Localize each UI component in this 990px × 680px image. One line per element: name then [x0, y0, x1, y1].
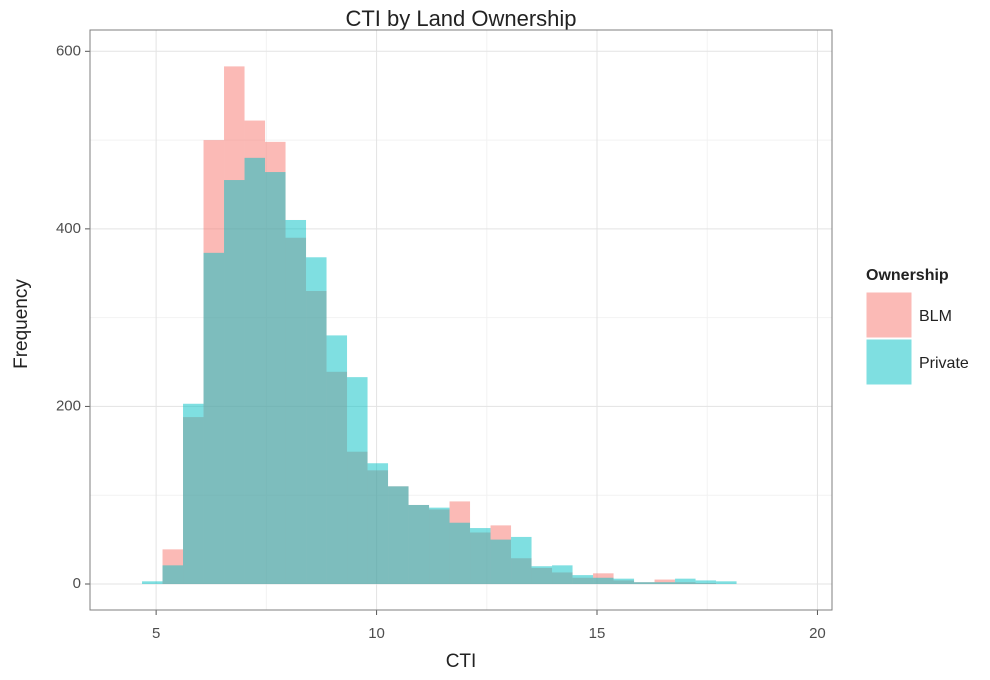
bar: [593, 577, 614, 584]
y-axis-label: Frequency: [11, 279, 32, 369]
bar: [449, 522, 471, 584]
bar: [224, 180, 245, 584]
y-tick-label: 200: [56, 397, 81, 414]
x-tick-label: 10: [368, 625, 385, 642]
bar: [695, 580, 717, 584]
bar: [244, 157, 266, 584]
bar: [572, 575, 594, 584]
bar: [716, 581, 737, 584]
legend-label: BLM: [919, 308, 952, 325]
bar: [388, 486, 409, 584]
chart-title: CTI by Land Ownership: [345, 6, 576, 31]
bar: [326, 335, 348, 584]
legend-label: Private: [919, 355, 969, 372]
bar: [675, 578, 696, 584]
bar: [429, 507, 450, 584]
bar: [347, 377, 368, 584]
x-tick-label: 5: [152, 625, 160, 642]
bar: [203, 252, 225, 584]
bar: [408, 504, 430, 584]
y-tick-label: 400: [56, 220, 81, 237]
bar: [654, 582, 676, 584]
legend-key: [865, 291, 913, 339]
plot-border: [89, 29, 833, 611]
bar: [142, 581, 163, 584]
legend-key: [865, 338, 913, 386]
bar: [367, 463, 389, 584]
legend-title: Ownership: [866, 267, 949, 284]
bar: [511, 536, 532, 584]
bar: [613, 578, 635, 584]
y-tick-label: 600: [56, 42, 81, 59]
bar: [654, 579, 676, 584]
bar: [470, 528, 491, 584]
x-tick-label: 20: [809, 625, 826, 642]
bar: [634, 582, 655, 584]
x-tick-label: 15: [589, 625, 606, 642]
bar: [552, 565, 573, 584]
bar: [531, 566, 553, 584]
y-tick-label: 0: [73, 575, 81, 592]
bar: [265, 172, 286, 584]
bar: [285, 219, 307, 584]
bar: [490, 539, 512, 584]
bar: [306, 257, 327, 584]
bar: [162, 565, 184, 584]
x-axis-label: CTI: [446, 651, 477, 672]
bar: [183, 403, 204, 584]
